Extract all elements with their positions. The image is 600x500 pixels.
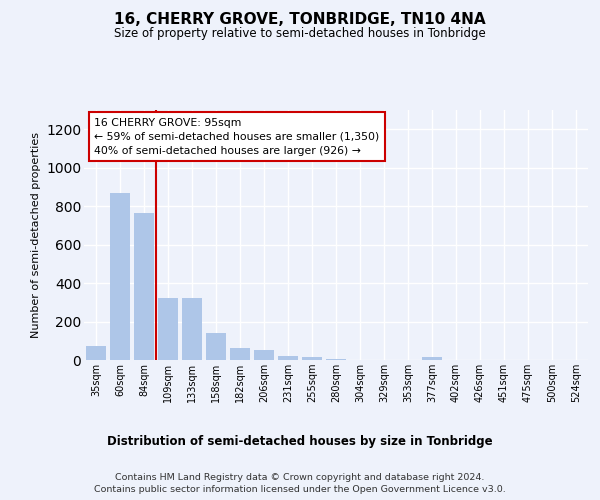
Bar — [86, 346, 106, 360]
Bar — [422, 357, 442, 360]
Bar — [302, 357, 322, 360]
Bar — [206, 333, 226, 360]
Bar — [182, 298, 202, 360]
Text: Size of property relative to semi-detached houses in Tonbridge: Size of property relative to semi-detach… — [114, 28, 486, 40]
Bar — [110, 192, 130, 360]
Text: Contains public sector information licensed under the Open Government Licence v3: Contains public sector information licen… — [94, 485, 506, 494]
Text: Distribution of semi-detached houses by size in Tonbridge: Distribution of semi-detached houses by … — [107, 435, 493, 448]
Y-axis label: Number of semi-detached properties: Number of semi-detached properties — [31, 132, 41, 338]
Text: 16 CHERRY GROVE: 95sqm
← 59% of semi-detached houses are smaller (1,350)
40% of : 16 CHERRY GROVE: 95sqm ← 59% of semi-det… — [94, 118, 379, 156]
Bar — [326, 359, 346, 360]
Text: Contains HM Land Registry data © Crown copyright and database right 2024.: Contains HM Land Registry data © Crown c… — [115, 472, 485, 482]
Bar — [230, 348, 250, 360]
Bar — [158, 298, 178, 360]
Text: 16, CHERRY GROVE, TONBRIDGE, TN10 4NA: 16, CHERRY GROVE, TONBRIDGE, TN10 4NA — [114, 12, 486, 28]
Bar — [278, 356, 298, 360]
Bar — [134, 213, 154, 360]
Bar — [254, 350, 274, 360]
